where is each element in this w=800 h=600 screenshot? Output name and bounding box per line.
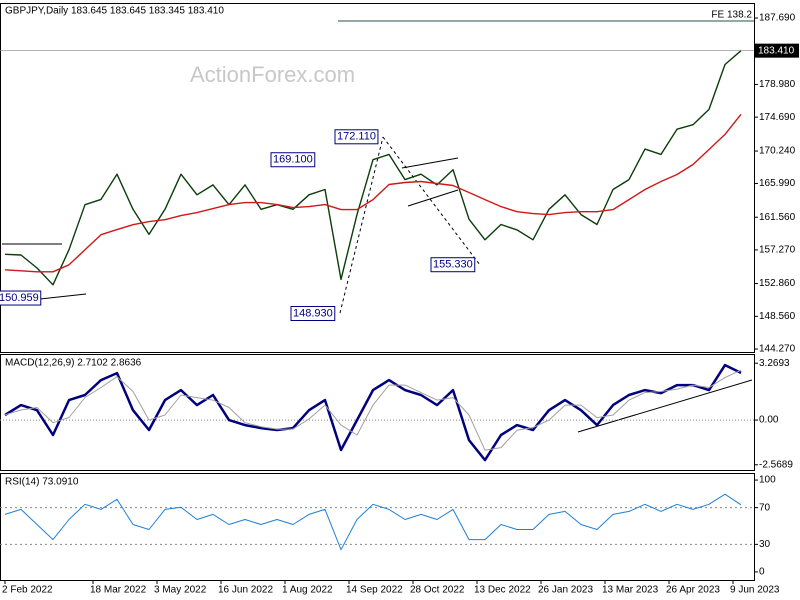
y-tick-label: -2.5689 <box>759 459 793 470</box>
x-tick-label: 3 May 2022 <box>154 585 207 596</box>
trend-line <box>339 136 384 314</box>
annotation-box <box>290 306 336 322</box>
y-tick-label: 161.560 <box>759 212 796 223</box>
x-tick-label: 18 Mar 2022 <box>90 585 147 596</box>
annotation-box <box>430 257 476 273</box>
x-tick-label: 1 Aug 2022 <box>282 585 333 596</box>
series-line <box>4 363 742 462</box>
trend-line <box>407 189 459 207</box>
annotation-box <box>0 290 42 306</box>
series-line <box>4 113 742 273</box>
x-tick-label: 28 Oct 2022 <box>410 585 465 596</box>
x-tick-label: 14 Sep 2022 <box>346 585 403 596</box>
y-tick-label: 30 <box>759 539 771 550</box>
macd-title: MACD(12,26,9) 2.7102 2.8636 <box>5 358 142 369</box>
x-tick-label: 13 Mar 2023 <box>602 585 659 596</box>
trend-line <box>382 136 481 266</box>
y-tick-label: 144.270 <box>759 344 796 355</box>
last-price-label: 183.410 <box>758 45 795 56</box>
main-panel <box>0 3 755 353</box>
y-tick-label: 174.690 <box>759 112 796 123</box>
rsi-title: RSI(14) 73.0910 <box>5 477 79 488</box>
trend-line <box>577 379 753 433</box>
y-tick-label: 165.990 <box>759 178 796 189</box>
annotation-label: 169.100 <box>273 154 313 166</box>
annotation-label: 172.110 <box>337 131 376 143</box>
last-price-box <box>755 43 799 58</box>
trend-line <box>401 157 459 169</box>
annotation-box <box>270 152 316 168</box>
x-tick-label: 16 Jun 2022 <box>218 585 273 596</box>
y-tick-label: 100 <box>759 475 776 486</box>
y-tick-label: 0 <box>759 567 765 578</box>
y-tick-label: 0.00 <box>759 415 779 426</box>
x-tick-label: 2 Feb 2022 <box>2 585 53 596</box>
annotation-box <box>334 129 379 145</box>
watermark: ActionForex.com <box>190 62 355 87</box>
x-tick-label: 26 Jan 2023 <box>538 585 593 596</box>
x-tick-label: 9 Jun 2023 <box>730 585 780 596</box>
chart-title: GBPJPY,Daily 183.645 183.645 183.345 183… <box>5 6 224 17</box>
y-tick-label: 170.240 <box>759 146 796 157</box>
series-line <box>4 369 742 451</box>
macd-panel <box>0 354 755 471</box>
rsi-panel <box>0 473 755 581</box>
y-tick-label: 187.690 <box>759 13 796 24</box>
y-tick-label: 178.980 <box>759 79 796 90</box>
annotation-label: 148.930 <box>293 307 333 319</box>
annotation-label: 150.959 <box>0 292 39 304</box>
series-line <box>4 493 742 551</box>
series-line <box>4 50 742 286</box>
y-tick-label: 70 <box>759 502 771 513</box>
y-tick-label: 3.2693 <box>759 358 790 369</box>
fe-label: FE 138.2 <box>711 10 752 21</box>
trend-line <box>39 293 87 300</box>
y-tick-label: 157.270 <box>759 245 796 256</box>
x-tick-label: 13 Dec 2022 <box>474 585 531 596</box>
y-tick-label: 148.560 <box>759 311 796 322</box>
y-tick-label: 152.860 <box>759 278 796 289</box>
annotation-label: 155.330 <box>433 259 473 271</box>
x-tick-label: 26 Apr 2023 <box>666 585 720 596</box>
